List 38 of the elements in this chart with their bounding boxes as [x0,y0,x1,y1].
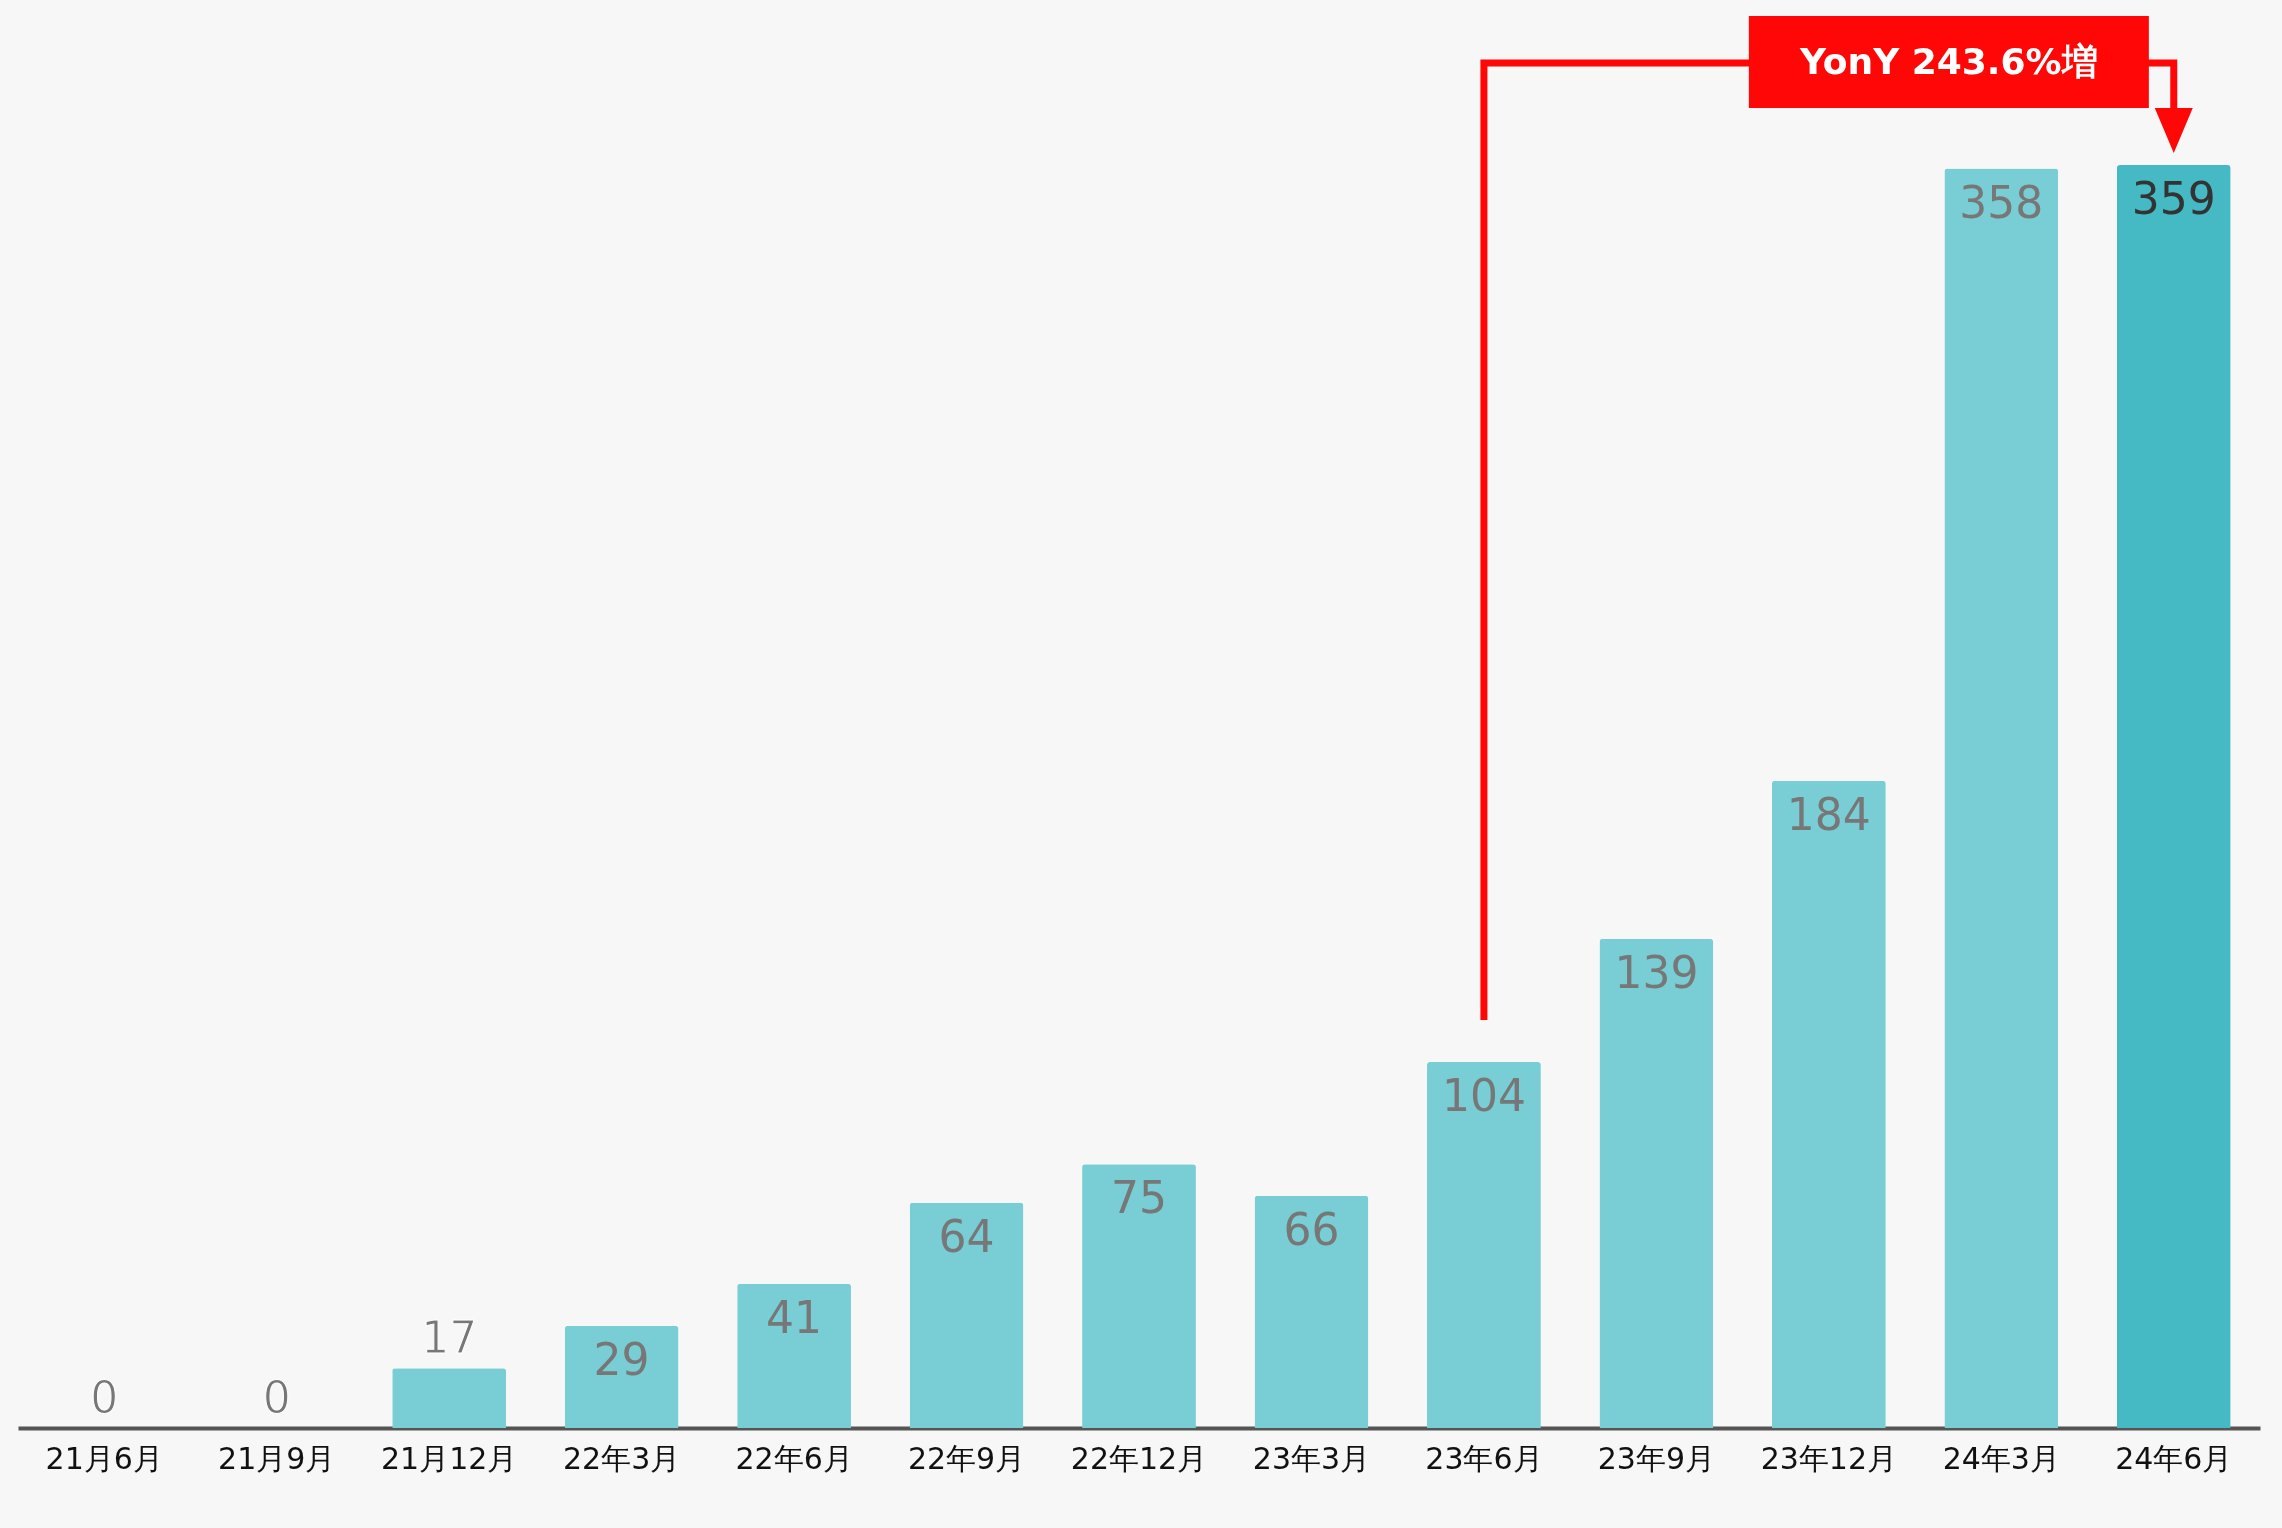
x-tick-label: 23年9月 [1597,1440,1716,1476]
bar [2116,165,2231,1428]
x-tick-label: 22年6月 [735,1440,853,1476]
x-tick-label: 22年12月 [1070,1440,1208,1476]
x-tick-label: 23年3月 [1252,1440,1371,1476]
data-label: 139 [1614,946,1699,998]
data-label: 17 [421,1312,478,1364]
x-tick-label: 23年6月 [1425,1440,1543,1476]
data-label: 359 [2131,173,2216,224]
bar [1427,1062,1541,1428]
bar [392,1368,507,1428]
data-label: 64 [938,1210,995,1262]
x-tick-label: 24年3月 [1942,1440,2060,1476]
data-label: 75 [1111,1172,1167,1224]
x-tick-label: 24年6月 [2115,1440,2233,1476]
data-label: 104 [1441,1070,1526,1122]
data-label: 29 [593,1333,650,1385]
data-label: 358 [1959,176,2044,228]
bar [1599,938,1714,1428]
x-tick-label: 22年3月 [562,1440,681,1476]
bar [1944,168,2059,1428]
data-label: 66 [1283,1203,1340,1255]
data-label: 184 [1786,788,1871,840]
bar [909,1202,1024,1428]
bar [1771,780,1886,1428]
bar [564,1325,679,1428]
text: YonY 243.6%増 [1799,41,2098,82]
x-tick-label: 22年9月 [907,1440,1026,1476]
data-label: 0 [262,1372,291,1423]
x-tick-label: 21月6月 [45,1440,163,1476]
bar [1254,1195,1369,1428]
data-label: 41 [766,1291,823,1343]
x-tick-label: 21月9月 [218,1440,336,1476]
bar [737,1283,851,1428]
x-tick-label: 21月12月 [380,1440,518,1476]
x-tick-label: 23年12月 [1760,1440,1898,1476]
data-label: 0 [90,1372,119,1423]
bar [1082,1164,1196,1428]
